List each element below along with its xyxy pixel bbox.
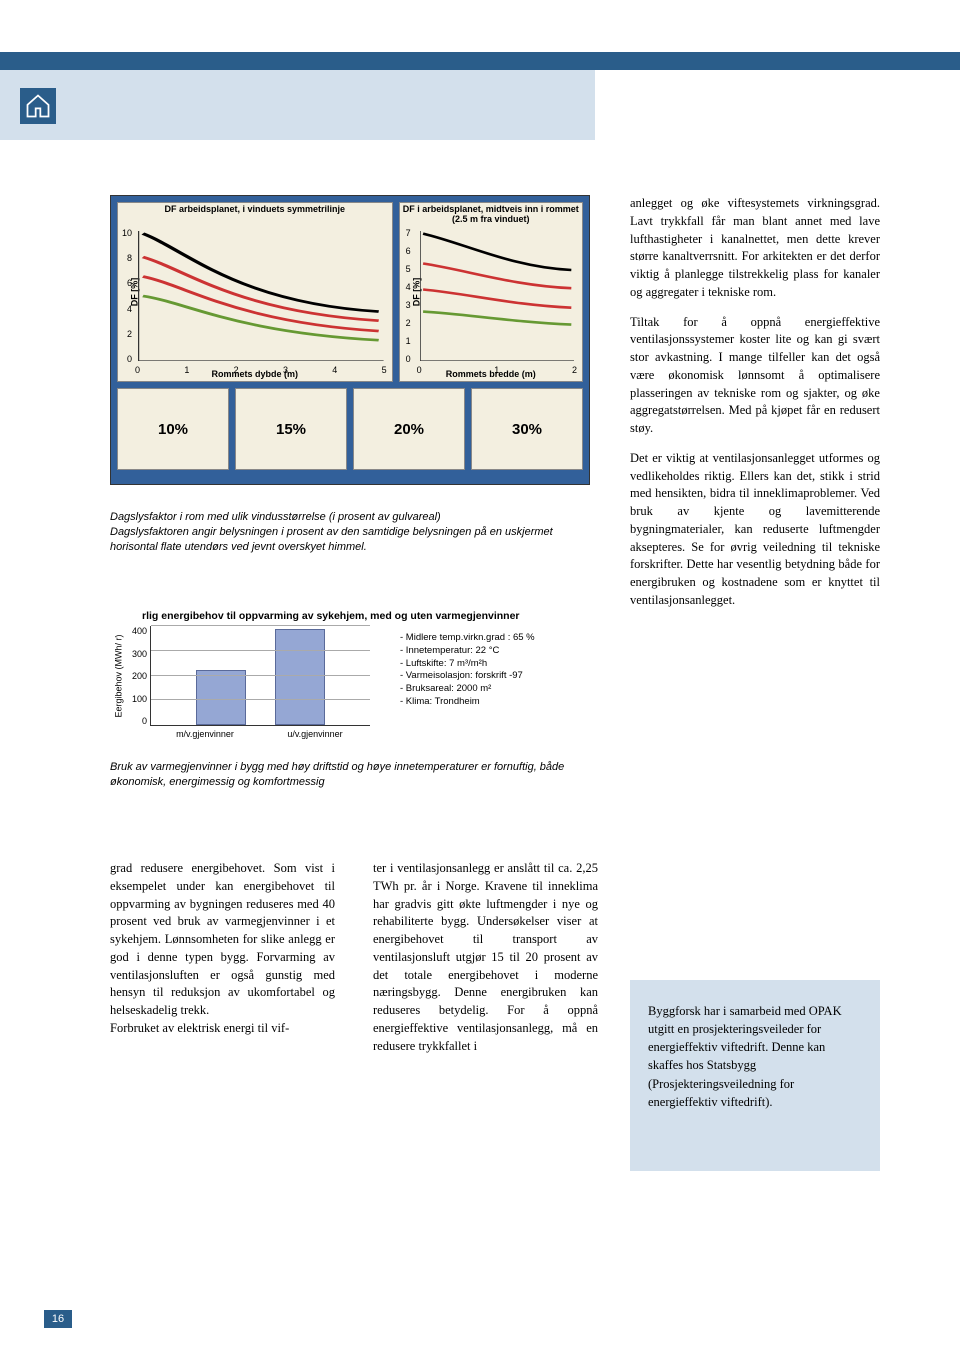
y-tick: 4 <box>406 282 411 292</box>
y-tick: 2 <box>122 329 132 339</box>
chart-plot-area: 10 8 6 4 2 0 0 1 2 3 4 5 <box>138 231 384 361</box>
house-icon <box>20 88 56 124</box>
y-tick: 2 <box>406 318 411 328</box>
bar-with-recovery <box>196 670 246 725</box>
percent-box: 20% <box>353 388 465 470</box>
note-line: - Varmeisolasjon: forskrift -97 <box>400 670 535 683</box>
bar-x-labels: m/v.gjenvinner u/v.gjenvinner <box>150 729 370 739</box>
y-tick: 6 <box>122 278 132 288</box>
callout-box: Byggforsk har i samarbeid med OPAK utgit… <box>630 980 880 1171</box>
y-tick: 0 <box>122 354 132 364</box>
y-tick: 5 <box>406 264 411 274</box>
bar-chart-notes: - Midlere temp.virkn.grad : 65 % - Innet… <box>400 632 535 709</box>
chart-title: DF i arbeidsplanet, midtveis inn i romme… <box>400 205 582 225</box>
y-tick: 10 <box>122 228 132 238</box>
header-light-bar <box>0 70 595 140</box>
percent-box: 15% <box>235 388 347 470</box>
note-line: - Bruksareal: 2000 m² <box>400 683 535 696</box>
paragraph: Det er viktig at ventilasjonsanlegget ut… <box>630 450 880 610</box>
y-tick: 8 <box>122 253 132 263</box>
bar-chart-caption: Bruk av varmegjenvinner i bygg med høy d… <box>110 760 590 790</box>
y-tick: 3 <box>406 300 411 310</box>
y-tick: 0 <box>406 354 411 364</box>
bar-y-label: Eergibehov (MWh/ r) <box>110 626 128 726</box>
y-tick: 300 <box>128 649 147 659</box>
header-dark-bar <box>0 52 960 70</box>
y-tick: 100 <box>128 694 147 704</box>
y-tick: 1 <box>406 336 411 346</box>
note-line: - Midlere temp.virkn.grad : 65 % <box>400 632 535 645</box>
daylight-factor-chart-panel: DF arbeidsplanet, i vinduets symmetrilin… <box>110 195 590 485</box>
document-page: DF arbeidsplanet, i vinduets symmetrilin… <box>0 0 960 1360</box>
bar-chart-title: rlig energibehov til oppvarming av sykeh… <box>142 610 590 622</box>
energy-bar-chart: rlig energibehov til oppvarming av sykeh… <box>110 610 590 760</box>
bar-plot-area <box>150 626 370 726</box>
y-tick: 4 <box>122 304 132 314</box>
page-number: 16 <box>44 1310 72 1328</box>
x-axis-label: Rommets bredde (m) <box>400 369 582 379</box>
y-tick: 200 <box>128 671 147 681</box>
daylight-chart-caption: Dagslysfaktor i rom med ulik vindusstørr… <box>110 510 590 555</box>
percent-box: 10% <box>117 388 229 470</box>
note-line: - Luftskifte: 7 m³/m²h <box>400 658 535 671</box>
percent-row: 10% 15% 20% 30% <box>117 388 583 470</box>
chart-plot-area: 7 6 5 4 3 2 1 0 0 1 2 <box>420 231 574 361</box>
bottom-columns: grad redusere energibehovet. Som vist i … <box>110 860 598 1055</box>
note-line: - Klima: Trondheim <box>400 696 535 709</box>
df-width-chart: DF i arbeidsplanet, midtveis inn i romme… <box>399 202 583 382</box>
right-text-column: anlegget og øke viftesystemets virknings… <box>630 195 880 622</box>
note-line: - Innetemperatur: 22 °C <box>400 645 535 658</box>
y-tick: 400 <box>128 626 147 636</box>
paragraph: Tiltak for å oppnå energieffektive venti… <box>630 314 880 438</box>
df-depth-chart: DF arbeidsplanet, i vinduets symmetrilin… <box>117 202 393 382</box>
x-axis-label: Rommets dybde (m) <box>118 369 392 379</box>
bar-without-recovery <box>275 629 325 725</box>
percent-box: 30% <box>471 388 583 470</box>
paragraph: anlegget og øke viftesystemets virknings… <box>630 195 880 302</box>
y-tick: 0 <box>128 716 147 726</box>
y-tick: 6 <box>406 246 411 256</box>
bottom-col-2: ter i ventilasjonsanlegg er anslått til … <box>373 860 598 1055</box>
bar-y-ticks: 400 300 200 100 0 <box>128 626 150 726</box>
bar-label: u/v.gjenvinner <box>275 729 355 739</box>
bottom-col-1: grad redusere energibehovet. Som vist i … <box>110 860 335 1055</box>
chart-title: DF arbeidsplanet, i vinduets symmetrilin… <box>118 205 392 215</box>
bar-label: m/v.gjenvinner <box>165 729 245 739</box>
y-tick: 7 <box>406 228 411 238</box>
